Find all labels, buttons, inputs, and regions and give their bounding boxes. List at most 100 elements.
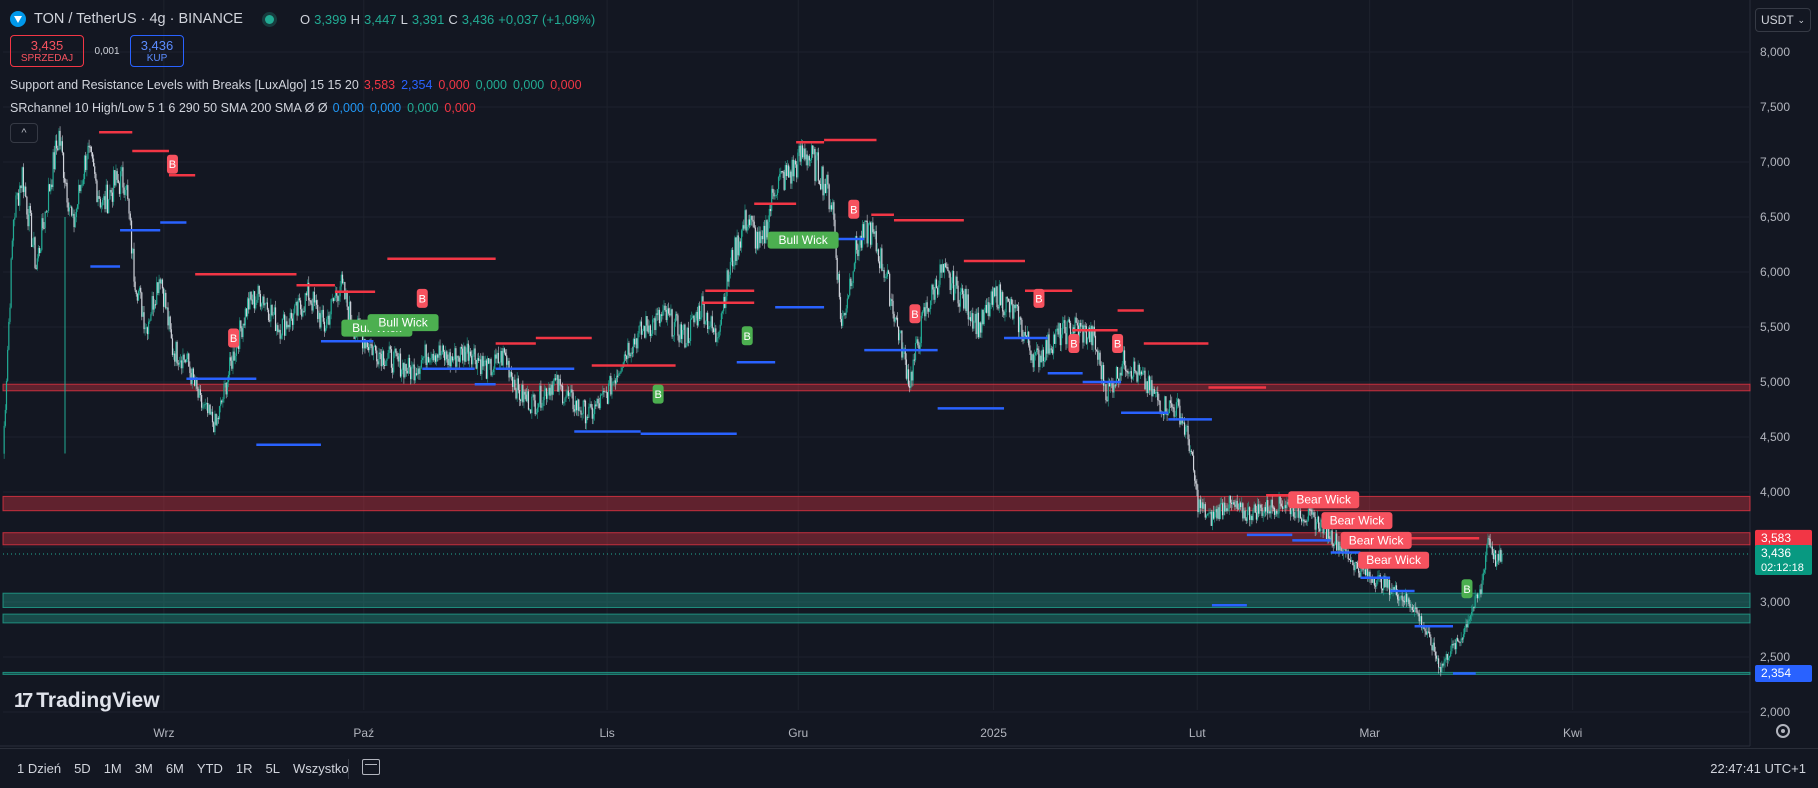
candle-body [1458,641,1460,643]
candle-body [710,316,712,327]
candle-body [1076,322,1078,326]
close-value: 3,436 [461,11,495,27]
candle-body [1094,335,1097,350]
range-button[interactable]: YTD [196,761,223,776]
range-button[interactable]: Wszystko [292,761,349,776]
candle-body [232,351,234,369]
currency-select[interactable]: USDT ⌄ [1755,8,1811,32]
candle-body [509,371,511,378]
indicator-legend-srchannel[interactable]: SRchannel 10 High/Low 5 1 6 290 50 SMA 2… [10,101,482,115]
candle-body [652,319,654,334]
candle-body [754,227,756,249]
range-button[interactable]: 1M [103,761,122,776]
candle-body [336,292,338,296]
candle-body [1185,426,1187,435]
candle-body [312,291,314,311]
clock[interactable]: 22:47:41 UTC+1 [1710,761,1806,776]
candle-body [902,348,904,358]
candle-body [981,309,983,333]
candle-body [1172,407,1174,409]
candle-body [136,293,138,301]
range-button[interactable]: 6M [165,761,184,776]
symbol-title[interactable]: TON / TetherUS · 4g · BINANCE [34,11,243,27]
candle-body [204,404,206,406]
candle-body [8,321,10,350]
candle-body [490,359,492,376]
candle-body [1201,502,1203,508]
candle-body [1439,667,1441,669]
candle-body [761,235,763,240]
candle-body [101,200,104,206]
candle-body [1388,580,1391,595]
candle-body [393,352,395,373]
candle-body [1360,564,1362,578]
candle-body [257,285,259,300]
calendar-icon[interactable] [362,759,380,775]
candle-body [780,171,782,174]
candle-body [390,349,393,368]
candle-body [987,302,989,313]
candle-body [1372,578,1374,583]
settings-gear-icon[interactable] [1776,724,1790,738]
candle-body [676,314,678,316]
indicator-values: 3,583 2,354 0,000 0,000 0,000 0,000 [364,78,588,92]
range-button[interactable]: 1R [235,761,253,776]
range-button[interactable]: 3M [134,761,153,776]
candle-body [1445,653,1447,660]
candle-body [193,378,196,386]
candle-body [82,179,84,185]
range-button[interactable]: 5L [265,761,280,776]
indicator-name: Support and Resistance Levels with Break… [10,78,359,92]
candle-body [1210,511,1212,526]
candle-body [735,237,737,261]
candle-body [689,319,692,341]
collapse-legend-button[interactable]: ^ [10,123,38,143]
candle-body [924,307,926,317]
candle-body [745,210,747,231]
candle-body [305,293,307,296]
candle-body [411,366,413,380]
candle-body [946,267,948,269]
candle-body [971,313,973,321]
candle-body [852,271,854,284]
candle-body [714,328,716,333]
candle-body [440,354,442,356]
candle-body [311,303,313,311]
candle-body [1171,403,1173,408]
candle-body [1501,554,1503,562]
candle-body [27,214,29,227]
sr-levels [3,131,1750,675]
candle-body [1088,327,1090,338]
y-tick-label: 2,500 [1760,650,1790,664]
candle-body [1492,553,1495,560]
candle-body [1005,296,1007,313]
candle-body [647,325,649,333]
candle-body [1356,562,1359,569]
candle-body [1138,364,1140,375]
range-button[interactable]: 5D [74,761,91,776]
candle-body [806,154,808,166]
tradingview-logo[interactable]: 17 TradingView [14,689,160,713]
candle-body [394,348,396,353]
candle-body [887,270,890,274]
candle-body [1355,561,1357,563]
candle-body [1441,663,1443,673]
range-button[interactable]: 1 Dzień [17,761,62,776]
candle-body [760,235,762,244]
candle-body [570,389,572,393]
candle-body [1143,370,1145,373]
bull-label-text: B [654,389,661,401]
candle-body [963,294,965,309]
candle-body [1254,504,1256,513]
indicator-legend-luxalgo[interactable]: Support and Resistance Levels with Break… [10,78,588,92]
candle-body [1153,388,1155,394]
candle-body [1481,580,1483,594]
price-tag-value: 3,436 [1761,546,1791,560]
candle-body [1211,511,1214,526]
candle-body [29,205,31,213]
sell-button[interactable]: 3,435 SPRZEDAJ [10,35,84,67]
candle-body [904,348,906,360]
candle-body [1229,495,1232,503]
buy-button[interactable]: 3,436 KUP [130,35,184,67]
